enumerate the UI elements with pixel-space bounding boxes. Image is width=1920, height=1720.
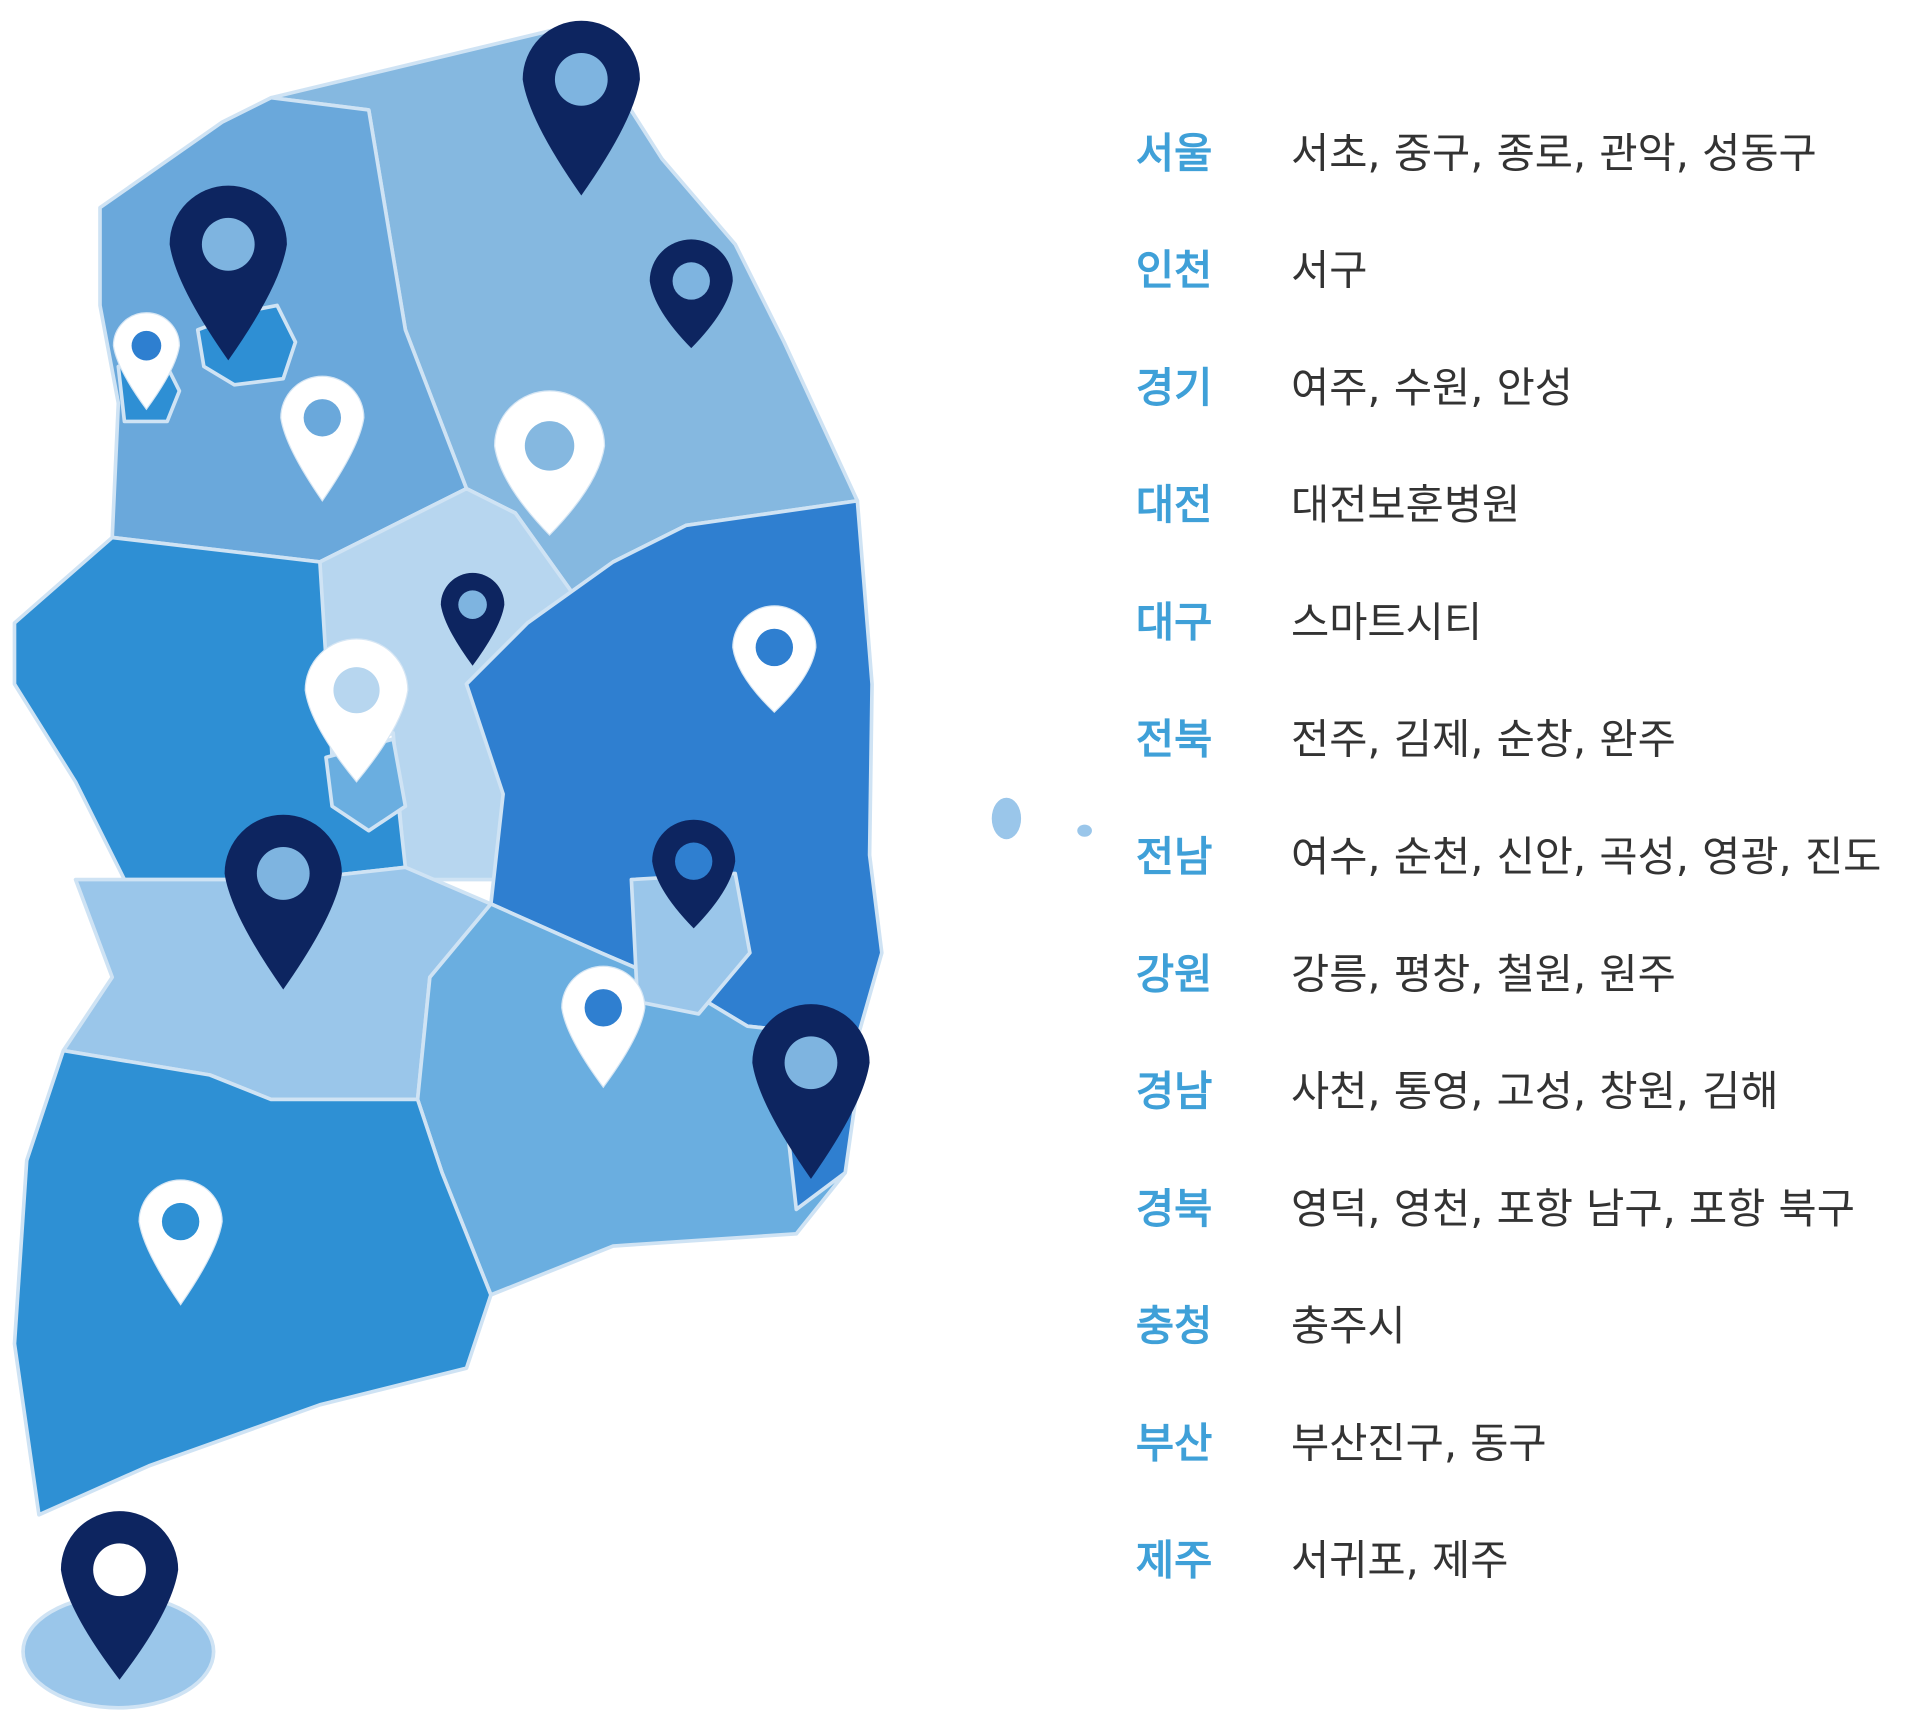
region-places: 서초, 중구, 종로, 관악, 성동구 bbox=[1291, 128, 1817, 177]
pin-hole bbox=[584, 989, 622, 1027]
pin-hole bbox=[672, 262, 710, 300]
pin-hole bbox=[333, 667, 380, 714]
pin-hole bbox=[161, 1202, 200, 1241]
pin-hole bbox=[755, 628, 794, 667]
region-places: 강릉, 평창, 철원, 원주 bbox=[1291, 949, 1676, 998]
pin bbox=[280, 375, 365, 502]
region-places: 서구 bbox=[1291, 246, 1367, 295]
region-places: 대전보훈병원 bbox=[1291, 480, 1520, 529]
region-name: 인천 bbox=[1136, 246, 1212, 295]
pin-hole bbox=[201, 217, 255, 271]
pin-hole bbox=[784, 1036, 838, 1090]
pin bbox=[224, 814, 342, 990]
pin bbox=[561, 965, 646, 1089]
pin-hole bbox=[458, 590, 487, 619]
region-places: 충주시 bbox=[1291, 1301, 1406, 1350]
pin bbox=[112, 312, 181, 411]
region-places: 전주, 김제, 순창, 완주 bbox=[1291, 715, 1676, 764]
pin-hole bbox=[554, 53, 608, 106]
pin-hole bbox=[675, 842, 713, 880]
map bbox=[12, 22, 1092, 1710]
region-name: 대구 bbox=[1136, 597, 1212, 646]
region-name: 부산 bbox=[1136, 1418, 1212, 1467]
pin bbox=[522, 20, 640, 196]
region-places: 여수, 순천, 신안, 곡성, 영광, 진도 bbox=[1291, 832, 1881, 881]
region-places: 부산진구, 동구 bbox=[1291, 1418, 1547, 1467]
pin bbox=[169, 185, 287, 361]
pin bbox=[138, 1179, 223, 1306]
region-name: 강원 bbox=[1136, 949, 1212, 998]
pin-hole bbox=[256, 847, 310, 900]
region-places: 여주, 수원, 안성 bbox=[1291, 363, 1573, 412]
region-places: 서귀포, 제주 bbox=[1291, 1536, 1508, 1585]
pins bbox=[60, 20, 870, 1680]
region-name: 대전 bbox=[1136, 480, 1212, 529]
region-name: 경남 bbox=[1136, 1067, 1212, 1116]
pin-hole bbox=[93, 1543, 146, 1597]
region-name: 전남 bbox=[1136, 832, 1212, 881]
pin bbox=[440, 572, 505, 666]
region-places: 영덕, 영천, 포항 남구, 포항 북구 bbox=[1291, 1184, 1855, 1233]
pin-hole bbox=[303, 399, 342, 437]
pin bbox=[752, 1004, 870, 1179]
pin-hole bbox=[524, 421, 575, 471]
region-name: 제주 bbox=[1136, 1536, 1212, 1585]
island bbox=[1077, 824, 1092, 837]
region-places: 사천, 통영, 고성, 창원, 김해 bbox=[1291, 1067, 1779, 1116]
pin-hole bbox=[131, 330, 162, 361]
region-name: 서울 bbox=[1136, 128, 1212, 177]
region-places: 스마트시티 bbox=[1291, 597, 1482, 646]
region-name: 경기 bbox=[1136, 363, 1212, 412]
region-name: 충청 bbox=[1136, 1301, 1212, 1350]
region-name: 전북 bbox=[1136, 715, 1212, 764]
region-name: 경북 bbox=[1136, 1184, 1212, 1233]
region-jeonnam bbox=[12, 1048, 493, 1517]
island bbox=[991, 797, 1022, 840]
